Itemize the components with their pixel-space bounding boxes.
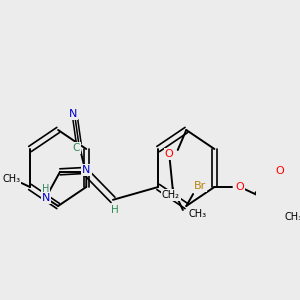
Text: CH₂: CH₂ [162,190,180,200]
Text: H: H [42,184,50,194]
Text: O: O [275,166,284,176]
Text: N: N [69,109,77,119]
Text: CH₃: CH₃ [2,174,20,184]
Text: CH₃: CH₃ [188,209,206,219]
Text: O: O [165,149,174,159]
Text: O: O [236,182,244,192]
Text: C: C [73,143,80,153]
Text: Br: Br [194,181,206,191]
Text: H: H [111,205,119,215]
Text: N: N [41,193,50,203]
Text: CH₃: CH₃ [284,212,300,222]
Text: N: N [82,165,91,176]
